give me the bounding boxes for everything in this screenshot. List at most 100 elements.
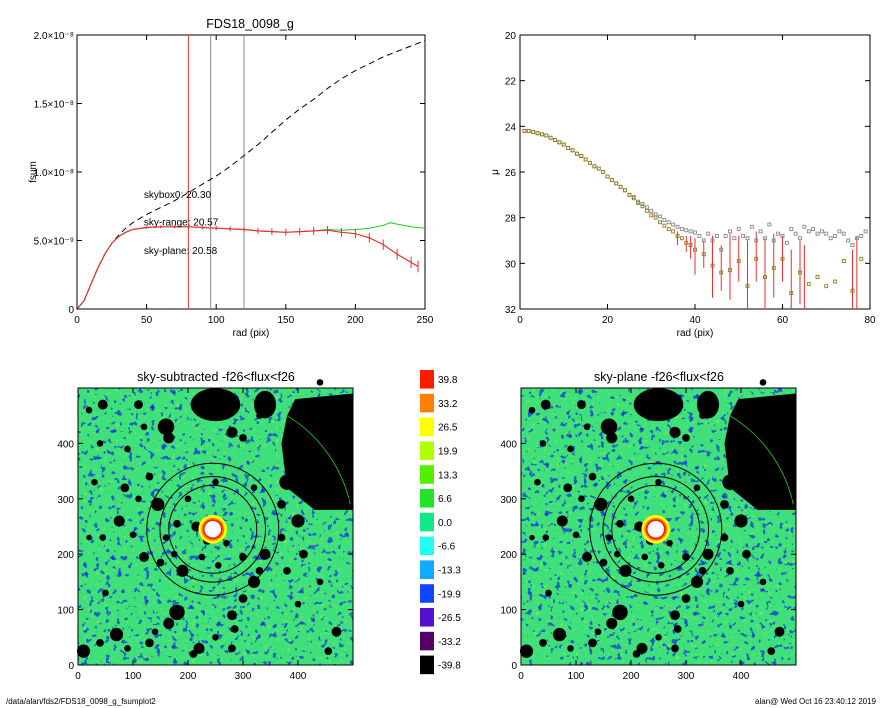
mu-point xyxy=(583,157,588,162)
mask-blob xyxy=(774,626,785,637)
xtick-label: 250 xyxy=(417,315,434,326)
mask-blob xyxy=(641,553,649,561)
ytick-label: 0 xyxy=(511,661,517,672)
mu-point xyxy=(596,166,601,171)
mask-blob xyxy=(169,604,185,621)
mu-point xyxy=(684,240,689,245)
colorbar-label: 26.5 xyxy=(438,423,458,434)
mu-point xyxy=(649,213,654,218)
mask-blob xyxy=(605,534,613,541)
mu-point xyxy=(671,222,676,227)
mu-point xyxy=(535,131,540,136)
mask-blob xyxy=(702,548,714,560)
mask-blob xyxy=(139,552,149,562)
xtick-label: 300 xyxy=(235,671,252,682)
xtick-label: 150 xyxy=(277,315,294,326)
mu-point xyxy=(601,170,606,174)
mask-blob xyxy=(129,531,137,539)
mask-region-right xyxy=(724,393,796,510)
mask-blob xyxy=(124,445,131,453)
mu-point xyxy=(780,233,785,238)
mask-blob xyxy=(239,434,247,442)
ytick-label: 300 xyxy=(500,495,517,506)
fsum-profile-panel: FDS18_0098_g skybox0: 20.30 sky-range: 20… xyxy=(28,17,434,339)
xtick-label: 60 xyxy=(777,315,789,326)
ytick-label: 400 xyxy=(57,439,74,450)
user-timestamp-footer: alan@ Wed Oct 16 23:40:12 2019 xyxy=(755,697,876,706)
mu-point xyxy=(846,238,851,243)
mu-point xyxy=(553,138,557,142)
mu-point xyxy=(710,238,715,243)
mask-blob xyxy=(552,627,567,642)
mask-blob xyxy=(655,634,662,641)
mu-point xyxy=(697,233,702,238)
mu-point xyxy=(675,233,680,238)
colorbar-label: 0.0 xyxy=(438,518,452,529)
mu-point xyxy=(841,231,846,236)
mu-point xyxy=(802,224,807,229)
ytick-label: 1.0×10⁻⁸ xyxy=(34,168,74,179)
mask-blob xyxy=(76,644,91,658)
mu-point xyxy=(728,229,732,234)
mu-point xyxy=(854,236,859,241)
mask-region-top xyxy=(190,388,241,422)
mu-point xyxy=(714,233,719,238)
sky-subtracted-frame xyxy=(77,387,354,666)
mask-blob xyxy=(113,515,125,527)
xtick-label: 80 xyxy=(864,315,876,326)
mask-blob xyxy=(671,644,679,653)
mu-point xyxy=(649,208,654,213)
colorbar-swatch xyxy=(420,512,434,532)
colorbar-swatch xyxy=(420,536,434,556)
ytick-label: 1.5×10⁻⁸ xyxy=(34,100,74,111)
mu-point xyxy=(824,231,829,236)
mask-blob xyxy=(109,627,124,642)
mask-blob xyxy=(316,578,324,586)
annotation-1: sky-range: 20.57 xyxy=(144,217,219,228)
mu-point xyxy=(728,268,732,273)
mu-point xyxy=(776,231,781,236)
mu-point xyxy=(736,227,741,232)
mu-point xyxy=(706,231,711,236)
mask-blob xyxy=(545,589,552,597)
mask-blob xyxy=(612,604,628,621)
mask-blob xyxy=(151,497,165,511)
mask-blob xyxy=(529,534,535,541)
mu-point xyxy=(526,128,531,133)
aperture-sky xyxy=(589,462,723,596)
mask-blob xyxy=(577,400,586,410)
colorbar-label: -33.2 xyxy=(438,637,461,648)
xtick-label: 0 xyxy=(517,315,523,326)
mu-point xyxy=(806,229,811,234)
mu-point xyxy=(592,164,597,169)
mask-blob xyxy=(156,558,165,567)
mask-blob xyxy=(296,450,306,459)
mu-point xyxy=(701,252,706,257)
mask-blob xyxy=(698,566,707,575)
mask-blob xyxy=(256,412,263,420)
mu-point xyxy=(798,270,802,275)
mu-point xyxy=(789,227,794,232)
mu-point xyxy=(688,243,693,248)
mu-point xyxy=(701,238,706,243)
mu-point xyxy=(806,281,811,286)
mu-point xyxy=(653,212,658,217)
mask-blob xyxy=(230,625,239,633)
mu-point xyxy=(723,233,728,238)
sky-plane-series-line xyxy=(76,222,426,310)
mask-blob xyxy=(657,561,665,569)
mask-blob xyxy=(767,647,776,656)
mask-blob xyxy=(145,638,154,648)
colorbar-label: 39.8 xyxy=(438,375,458,386)
mask-blob xyxy=(250,484,258,492)
galaxy-saturated xyxy=(647,521,664,538)
xtick-label: 0 xyxy=(75,671,81,682)
mask-blob xyxy=(722,474,738,490)
mu-point xyxy=(771,265,776,270)
mask-blob xyxy=(619,564,632,577)
mask-blob xyxy=(768,404,780,416)
mask-blob xyxy=(539,440,547,447)
mu-point xyxy=(719,270,724,275)
mask-blob xyxy=(140,423,148,431)
mask-blob xyxy=(759,379,767,386)
